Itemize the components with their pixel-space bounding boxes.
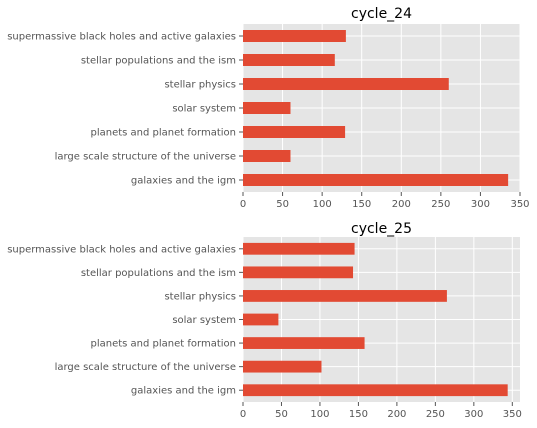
bar-6 (243, 384, 508, 397)
chart-panel-0: supermassive black holes and active gala… (7, 6, 529, 210)
bar-2 (243, 290, 447, 302)
category-label: galaxies and the igm (131, 386, 236, 397)
category-label: stellar physics (164, 291, 236, 302)
bar-3 (243, 313, 279, 326)
bar-1 (243, 54, 335, 66)
bar-4 (243, 126, 346, 138)
x-tick-label: 100 (313, 199, 332, 210)
x-tick-label: 0 (240, 199, 246, 210)
x-tick-label: 100 (310, 409, 329, 420)
category-label: planets and planet formation (91, 339, 237, 350)
bar-4 (243, 337, 365, 349)
category-label: stellar populations and the ism (81, 56, 236, 67)
bar-5 (243, 360, 322, 373)
chart-panel-1: supermassive black holes and active gala… (7, 221, 522, 420)
bar-1 (243, 266, 354, 279)
x-tick-label: 50 (275, 409, 288, 420)
x-tick-label: 300 (471, 199, 490, 210)
category-label: stellar populations and the ism (81, 268, 236, 279)
x-tick-label: 150 (352, 199, 371, 210)
x-tick-label: 50 (276, 199, 289, 210)
bar-0 (243, 30, 346, 42)
chart-title: cycle_25 (351, 221, 412, 237)
x-tick-label: 350 (510, 199, 529, 210)
bar-6 (243, 174, 509, 186)
category-label: supermassive black holes and active gala… (7, 244, 236, 255)
category-label: supermassive black holes and active gala… (7, 32, 236, 43)
category-label: stellar physics (164, 80, 236, 91)
x-tick-label: 250 (431, 199, 450, 210)
x-tick-label: 300 (464, 409, 483, 420)
x-tick-label: 150 (349, 409, 368, 420)
bar-3 (243, 102, 291, 114)
category-label: large scale structure of the universe (55, 152, 236, 163)
bar-0 (243, 242, 355, 255)
category-label: large scale structure of the universe (55, 362, 236, 373)
x-tick-label: 350 (503, 409, 522, 420)
category-label: planets and planet formation (91, 128, 237, 139)
bar-5 (243, 150, 291, 162)
x-tick-label: 0 (240, 409, 246, 420)
bar-2 (243, 78, 449, 90)
x-tick-label: 250 (426, 409, 445, 420)
x-tick-label: 200 (392, 199, 411, 210)
chart-title: cycle_24 (351, 6, 412, 22)
category-label: solar system (172, 315, 236, 326)
x-tick-label: 200 (387, 409, 406, 420)
category-label: galaxies and the igm (131, 176, 236, 187)
category-label: solar system (172, 104, 236, 115)
